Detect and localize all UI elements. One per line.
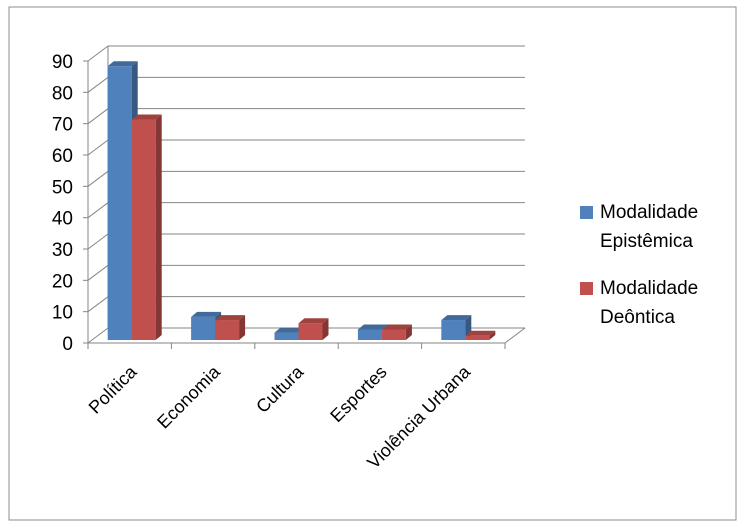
gridline-depth: [87, 76, 109, 93]
bar-top: [107, 61, 138, 67]
y-tick-label: 0: [62, 334, 73, 355]
y-tick-label: 90: [52, 52, 73, 73]
gridline-depth: [87, 264, 109, 281]
bar-top: [381, 324, 412, 330]
axes: [83, 60, 526, 349]
bar: [131, 114, 162, 341]
bar-side: [239, 315, 246, 340]
bar: [381, 324, 412, 340]
bar-side: [322, 318, 329, 340]
bar-side: [405, 324, 412, 340]
legend-swatch: [580, 206, 593, 219]
bars: [107, 61, 496, 341]
y-tick-label: 60: [52, 146, 73, 167]
bar-front: [131, 119, 156, 341]
bar-top: [298, 318, 329, 324]
bar-front: [191, 316, 216, 340]
legend-label: Modalidade Epistêmica: [600, 202, 698, 252]
bar-top: [441, 315, 472, 321]
bar-top: [131, 114, 162, 120]
gridline-depth: [87, 108, 109, 125]
bar-front: [215, 320, 240, 340]
bar-top: [465, 330, 496, 336]
gridline-depth: [87, 296, 109, 313]
bar-top: [274, 327, 305, 333]
gridline-depth: [87, 202, 109, 219]
bar-front: [357, 329, 382, 340]
bar-side: [489, 330, 496, 340]
bar-front: [465, 335, 490, 340]
bar-front: [298, 323, 323, 340]
gridline-depth: [87, 327, 109, 344]
gridline-depth: [87, 170, 109, 187]
bar: [441, 315, 472, 340]
bar-side: [155, 114, 162, 341]
legend-swatch: [580, 282, 593, 295]
y-tick-label: 50: [52, 177, 73, 198]
y-tick-label: 70: [52, 115, 73, 136]
bar-top: [215, 315, 246, 321]
gridline-depth: [87, 45, 109, 62]
legend: Modalidade Epistêmica Modalidade Deôntica: [580, 202, 698, 328]
bar-front: [274, 332, 299, 340]
bar-front: [107, 66, 132, 341]
gridline-depth: [87, 233, 109, 250]
bar-front: [381, 329, 406, 340]
y-tick-label: 10: [52, 303, 73, 324]
bar: [298, 318, 329, 340]
y-tick-label: 30: [52, 240, 73, 261]
bar-front: [441, 320, 466, 340]
bar-top: [191, 311, 222, 317]
y-tick-label: 40: [52, 209, 73, 230]
bar: [465, 330, 496, 340]
bar: [215, 315, 246, 340]
legend-label: Modalidade Deôntica: [600, 278, 698, 328]
bar-top: [357, 324, 388, 330]
gridline-depth: [87, 139, 109, 156]
floor-edge: [504, 327, 526, 344]
y-tick-label: 80: [52, 83, 73, 104]
y-tick-label: 20: [52, 271, 73, 292]
